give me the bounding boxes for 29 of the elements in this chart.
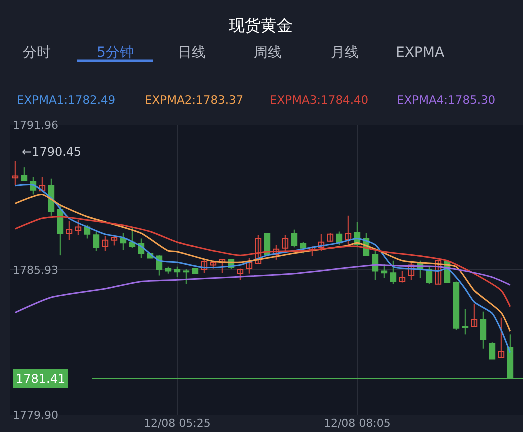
- candlestick: [183, 269, 190, 285]
- candlestick: [390, 260, 397, 285]
- y-tick-label: 1785.93: [13, 264, 58, 277]
- candlestick: [282, 234, 289, 252]
- chart-title: 现货黄金: [229, 16, 293, 35]
- y-tick-label: 1791.96: [13, 118, 58, 132]
- text: 日线: [178, 45, 206, 61]
- candlestick: [21, 167, 28, 182]
- text: EXPMA: [396, 45, 445, 61]
- candlestick: [192, 268, 199, 274]
- text: 5分钟: [97, 45, 134, 61]
- annotation: ←1790.45: [22, 145, 82, 159]
- candlestick: [399, 270, 406, 284]
- text: 月线: [331, 45, 359, 61]
- text: EXPMA4:1785.30: [397, 93, 496, 107]
- candlestick: [237, 268, 244, 281]
- candlestick: [75, 220, 82, 236]
- text: 分时: [23, 45, 51, 61]
- text: EXPMA3:1784.40: [270, 93, 369, 107]
- x-tick-label: 12/08 08:05: [324, 417, 391, 430]
- line-series: [14, 216, 512, 308]
- line-series: [14, 194, 512, 332]
- y-tick-label: 1779.90: [13, 408, 58, 422]
- candlestick: [381, 264, 388, 279]
- ref-line-label: 1781.41: [16, 372, 66, 386]
- text: EXPMA2:1783.37: [145, 93, 244, 107]
- x-tick-label: 12/08 05:25: [144, 417, 211, 430]
- text: EXPMA1:1782.49: [17, 93, 116, 107]
- text: 周线: [254, 45, 282, 61]
